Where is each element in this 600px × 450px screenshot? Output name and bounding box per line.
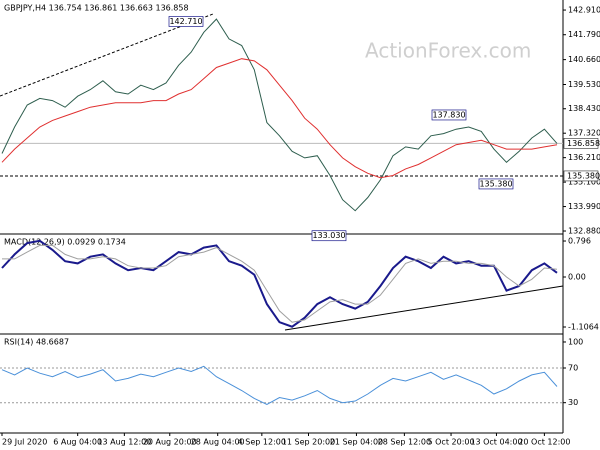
trendline	[284, 285, 564, 331]
annotation-box	[431, 109, 467, 121]
x-tick-label: 5 Oct 20:00	[428, 438, 475, 447]
x-tick-label: 4 Sep 12:00	[238, 438, 286, 447]
y-tick-label: -1.1064	[568, 323, 599, 332]
y-tick-label: 0.796	[568, 237, 591, 246]
series-line	[1, 239, 558, 328]
series-line	[1, 365, 558, 405]
y-tick-label: 0.00	[568, 272, 586, 281]
annotation-box	[478, 178, 514, 190]
series-line	[1, 18, 558, 212]
last-price-box	[563, 138, 599, 149]
x-tick-label: 6 Aug 04:00	[53, 438, 102, 447]
annotation-label: 137.830	[432, 110, 465, 119]
x-tick-label: 13 Oct 04:00	[470, 438, 522, 447]
last-price-label: 136.858	[567, 139, 600, 148]
x-tick-label: 28 Aug 04:00	[191, 438, 245, 447]
y-tick-label: 70	[568, 364, 578, 373]
price-label: 135.380	[567, 171, 600, 180]
x-tick-label: 28 Sep 12:00	[378, 438, 431, 447]
y-tick-label: 138.430	[568, 104, 600, 113]
y-tick-label: 139.530	[568, 80, 600, 89]
panel-title: RSI(14) 48.6687	[4, 338, 69, 347]
y-tick-label: 140.660	[568, 55, 600, 64]
annotation-box	[168, 16, 204, 27]
series-line	[1, 58, 558, 179]
y-tick-label: 133.990	[568, 202, 600, 211]
x-tick-label: 20 Aug 20:00	[143, 438, 197, 447]
chart-title: GBPJPY,H4 136.754 136.861 136.663 136.85…	[4, 4, 189, 13]
x-tick-label: 29 Jul 2020	[2, 438, 47, 447]
y-tick-label: 30	[568, 398, 578, 407]
annotation-label: 135.380	[479, 179, 512, 188]
y-tick-label: 141.790	[568, 30, 600, 39]
y-tick-label: 132.880	[568, 227, 600, 236]
trendline	[0, 13, 214, 97]
annotation-label: 142.710	[169, 17, 202, 26]
y-tick-label: 137.320	[568, 129, 600, 138]
y-tick-label: 142.910	[568, 6, 600, 15]
y-tick-label: 136.210	[568, 153, 600, 162]
x-tick-label: 21 Sep 04:00	[330, 438, 383, 447]
panel-title: MACD(12,26,9) 0.0929 0.1734	[4, 238, 126, 247]
annotation-label: 133.030	[312, 231, 345, 240]
price-label-box	[563, 170, 599, 182]
series-line	[2, 244, 558, 323]
x-tick-label: 13 Aug 12:00	[97, 438, 151, 447]
x-tick-label: 11 Sep 20:00	[282, 438, 335, 447]
watermark: ActionForex.com	[365, 39, 531, 63]
annotation-box	[311, 230, 347, 242]
y-tick-label: 100	[568, 337, 583, 346]
x-tick-label: 20 Oct 12:00	[518, 438, 570, 447]
y-tick-label: 135.100	[568, 178, 600, 187]
